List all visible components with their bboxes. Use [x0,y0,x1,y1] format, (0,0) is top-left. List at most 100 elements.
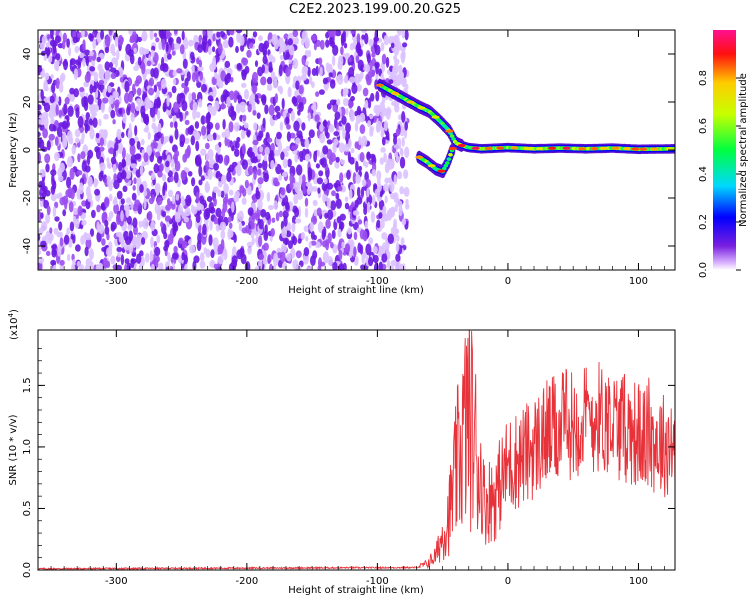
noise-blob [166,94,170,107]
y-tick-label: -40 [22,238,33,254]
noise-blob [399,156,406,169]
noise-blob [113,196,118,205]
noise-blob [231,201,235,213]
noise-blob [296,130,303,139]
noise-blob [281,227,287,239]
noise-blob [303,225,309,232]
noise-blob [156,96,161,108]
noise-blob [258,253,265,260]
noise-blob [150,49,155,58]
noise-blob [331,229,336,239]
noise-blob [269,263,273,270]
noise-blob [230,260,238,268]
noise-blob [291,222,296,233]
noise-blob [376,219,381,229]
noise-blob [39,41,45,50]
noise-blob [352,210,360,216]
noise-blob [350,30,356,35]
noise-blob [120,198,125,205]
noise-blob [220,190,225,198]
noise-blob [297,238,302,244]
noise-blob [292,236,298,246]
noise-blob [202,30,206,36]
noise-blob [287,158,292,168]
noise-blob [169,121,174,128]
noise-blob [284,238,289,246]
noise-blob [171,50,176,56]
noise-blob [84,73,91,83]
noise-blob [257,177,264,185]
colorbar-axes: 0.0 0.2 0.4 0.6 0.8 [698,70,741,278]
noise-blob [63,58,68,71]
noise-blob [338,55,344,67]
noise-blob [93,104,100,112]
noise-blob [308,76,313,85]
noise-blob [66,130,73,142]
noise-blob [208,234,213,246]
noise-blob [290,110,295,122]
noise-blob [390,206,395,214]
noise-blob [404,146,410,159]
colorbar [713,30,736,270]
noise-blob [370,211,376,224]
noise-blob [316,207,322,217]
noise-blob [282,210,289,219]
noise-blob [386,107,392,115]
noise-blob [137,56,142,66]
noise-blob [98,223,105,235]
noise-blob [375,90,380,102]
noise-blob [255,186,259,197]
noise-blob [153,67,159,79]
x-tick-label: 0 [505,576,511,587]
noise-blob [85,112,91,121]
noise-blob [215,207,222,218]
noise-blob [330,242,334,249]
noise-blob [207,95,214,102]
noise-blob [136,253,142,264]
noise-blob [230,110,237,121]
noise-blob [125,197,132,204]
noise-blob [68,201,74,213]
noise-blob [70,188,75,200]
noise-blob [368,256,374,267]
noise-blob [358,136,362,146]
noise-blob [343,42,348,49]
noise-blob [386,259,391,269]
noise-blob [286,222,292,231]
noise-blob [301,30,308,42]
noise-blob [116,49,120,61]
noise-blob [43,79,48,90]
signal-track-peak [496,146,505,150]
noise-blob [220,229,226,240]
noise-blob [116,190,123,200]
noise-blob [206,134,214,141]
noise-blob [247,207,254,217]
noise-blob [295,137,301,145]
noise-blob [165,31,172,38]
noise-blob [120,170,127,180]
noise-blob [118,107,123,115]
noise-blob [301,122,306,131]
noise-blob [355,256,359,263]
noise-blob [384,177,389,184]
noise-blob [57,192,63,199]
noise-blob [108,95,114,105]
noise-blob [288,240,293,250]
noise-blob [294,218,302,224]
noise-blob [263,154,267,162]
noise-blob [150,220,156,232]
noise-blob [84,165,91,173]
noise-blob [244,179,249,189]
spectrogram-x-axis-label: Height of straight line (km) [288,285,424,296]
noise-blob [173,101,179,113]
noise-blob [138,220,143,228]
noise-blob [292,215,297,225]
noise-blob [61,40,66,50]
noise-blob [359,152,365,163]
noise-blob [162,184,166,197]
noise-blob [72,36,79,44]
noise-blob [381,97,386,104]
noise-blob [199,260,206,269]
noise-blob [318,89,325,95]
noise-blob [298,85,304,95]
